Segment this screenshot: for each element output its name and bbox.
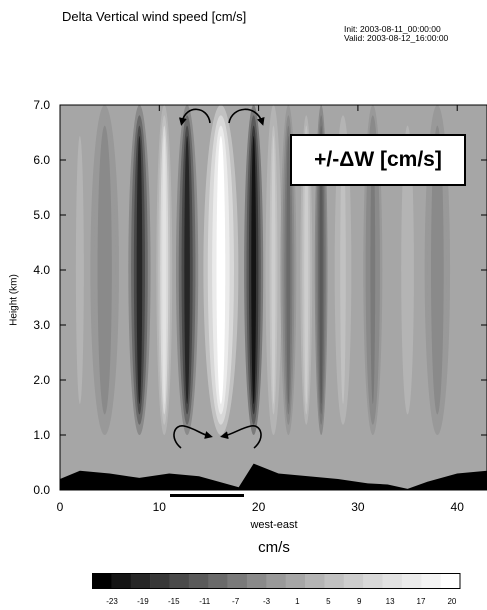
colorbar-swatch [401,573,422,589]
plume-7-level-3 [304,135,309,405]
y-tick-label: 3.0 [33,318,50,332]
colorbar-swatch [92,573,112,589]
scale-bar [170,494,244,497]
colorbar-tick-label: -15 [168,597,180,606]
colorbar-tick-label: 17 [416,597,426,606]
arrow-bottom-left [173,425,213,449]
colorbar-swatch [111,573,132,589]
colorbar-swatch [130,573,151,589]
colorbar-swatch [324,573,345,589]
y-tick-label: 0.0 [33,483,50,497]
y-tick-label: 6.0 [33,153,50,167]
plume-11-level-3 [404,135,411,405]
colorbar-tick-label: 13 [385,597,395,606]
plume-2-level-3 [184,135,190,405]
y-tick-label: 7.0 [33,98,50,112]
colorbar-swatch [169,573,190,589]
terrain [60,463,487,490]
valid-time: Valid: 2003-08-12_16:00:00 [344,33,449,43]
units-label: cm/s [258,539,290,556]
arrow-top-right [228,108,265,126]
plume-13-level-3 [75,135,84,405]
colorbar-swatch [440,573,461,589]
colorbar-swatch [343,573,364,589]
plume-5-level-3 [271,135,276,405]
x-tick-label: 10 [152,500,166,514]
arrow-bottom-right [220,425,262,449]
plume-3-level-3 [216,135,226,405]
colorbar-tick-label: -19 [137,597,149,606]
plume-8-level-3 [319,135,323,405]
colorbar-swatch [208,573,228,589]
colorbar-swatch [421,573,441,589]
x-tick-label: 30 [351,500,365,514]
colorbar-swatch [150,573,170,589]
colorbar-swatch [285,573,306,589]
colorbar-swatch [382,573,403,589]
colorbar-swatch [246,573,267,589]
colorbar-swatch [305,573,325,589]
x-axis-label: west-east [250,519,298,531]
axis-ticks [59,104,487,491]
plume-6-level-3 [286,135,291,405]
plume-10-level-3 [370,135,376,405]
colorbar-tick-label: 5 [326,597,331,606]
y-tick-label: 4.0 [33,263,50,277]
colorbar-tick-label: -23 [106,597,118,606]
colorbar [92,573,461,589]
y-tick-label: 5.0 [33,208,50,222]
annotation-box: +/-ΔW [cm/s] [290,134,466,186]
y-tick-label: 1.0 [33,428,50,442]
colorbar-tick-label: -3 [262,597,271,606]
terrain-shape [60,463,487,490]
colorbar-swatch [227,573,248,589]
colorbar-tick-label: -7 [232,597,240,606]
x-tick-label: 40 [450,500,464,514]
colorbar-swatch [266,573,286,589]
plume-9-level-3 [340,135,346,405]
plume-1-level-3 [162,135,167,405]
colorbar-swatch [188,573,209,589]
chart-title: Delta Vertical wind speed [cm/s] [62,9,247,24]
colorbar-tick-label: 20 [447,597,457,606]
plume-14-level-3 [101,135,109,405]
arrow-top-left [178,108,211,126]
colorbar-tick-label: -11 [199,597,211,606]
colorbar-tick-label: 9 [356,597,362,606]
y-tick-label: 2.0 [33,373,50,387]
plume-4-level-3 [251,135,257,405]
plume-12-level-3 [434,135,441,405]
x-tick-label: 20 [251,500,266,514]
circulation-arrows [173,108,265,449]
colorbar-swatch [363,573,383,589]
plume-0-level-3 [136,135,143,405]
colorbar-tick-label: 1 [295,597,300,606]
plot-frame [59,104,487,491]
x-tick-label: 0 [56,500,64,514]
colorbar-frame [92,573,461,589]
init-time: Init: 2003-08-11_00:00:00 [344,24,441,34]
